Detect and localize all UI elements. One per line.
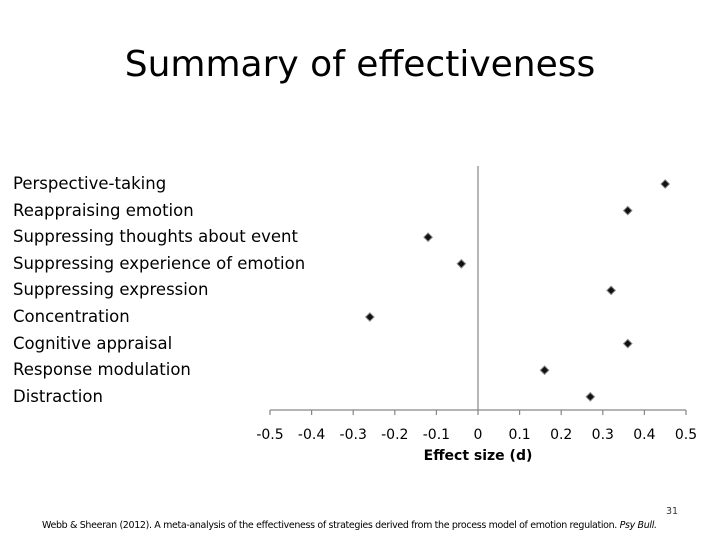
- data-point: [622, 338, 633, 349]
- category-label: Suppressing expression: [13, 280, 209, 300]
- category-label: Response modulation: [13, 360, 191, 380]
- x-axis-label: Effect size (d): [424, 448, 533, 464]
- data-point: [364, 312, 375, 322]
- category-label: Cognitive appraisal: [13, 333, 173, 353]
- data-points: [364, 179, 671, 402]
- x-tick-label: -0.4: [298, 427, 325, 443]
- x-tick-labels: -0.5 -0.4 -0.3 -0.2 -0.1 0 0.1 0.2 0.3 0.4 0.5: [256, 427, 697, 443]
- data-point: [606, 285, 617, 296]
- data-point: [539, 365, 550, 376]
- category-label: Suppressing experience of emotion: [13, 253, 306, 273]
- category-labels: Perspective-taking Reappraising emotion …: [13, 171, 305, 410]
- data-point: [585, 391, 596, 402]
- category-label: Perspective-taking: [13, 174, 167, 193]
- x-tick-label: 0.5: [675, 427, 697, 443]
- citation: Webb & Sheeran (2012). A meta-analysis o…: [42, 520, 657, 531]
- slide-title: Summary of effectiveness: [124, 44, 596, 85]
- x-tick-label: 0.1: [508, 427, 530, 443]
- x-tick-label: 0: [474, 427, 483, 443]
- x-tick-label: -0.2: [381, 427, 408, 443]
- x-tick-label: 0.3: [592, 427, 614, 443]
- x-tick-label: 0.2: [550, 427, 572, 443]
- data-point: [423, 232, 433, 243]
- x-tick-label: 0.4: [633, 427, 655, 443]
- x-ticks: [269, 410, 687, 415]
- data-point: [622, 205, 633, 216]
- category-label: Suppressing thoughts about event: [13, 227, 298, 247]
- x-tick-label: -0.5: [256, 427, 283, 443]
- category-label: Reappraising emotion: [13, 200, 194, 220]
- data-point: [660, 179, 671, 189]
- x-tick-label: -0.3: [340, 427, 367, 443]
- x-tick-label: -0.1: [423, 427, 450, 443]
- citation-journal: Psy Bull.: [619, 520, 657, 531]
- category-label: Distraction: [13, 386, 103, 406]
- data-point: [456, 258, 467, 269]
- page-number: 31: [666, 506, 679, 517]
- category-label: Concentration: [13, 306, 130, 326]
- citation-text: Webb & Sheeran (2012). A meta-analysis o…: [42, 520, 617, 531]
